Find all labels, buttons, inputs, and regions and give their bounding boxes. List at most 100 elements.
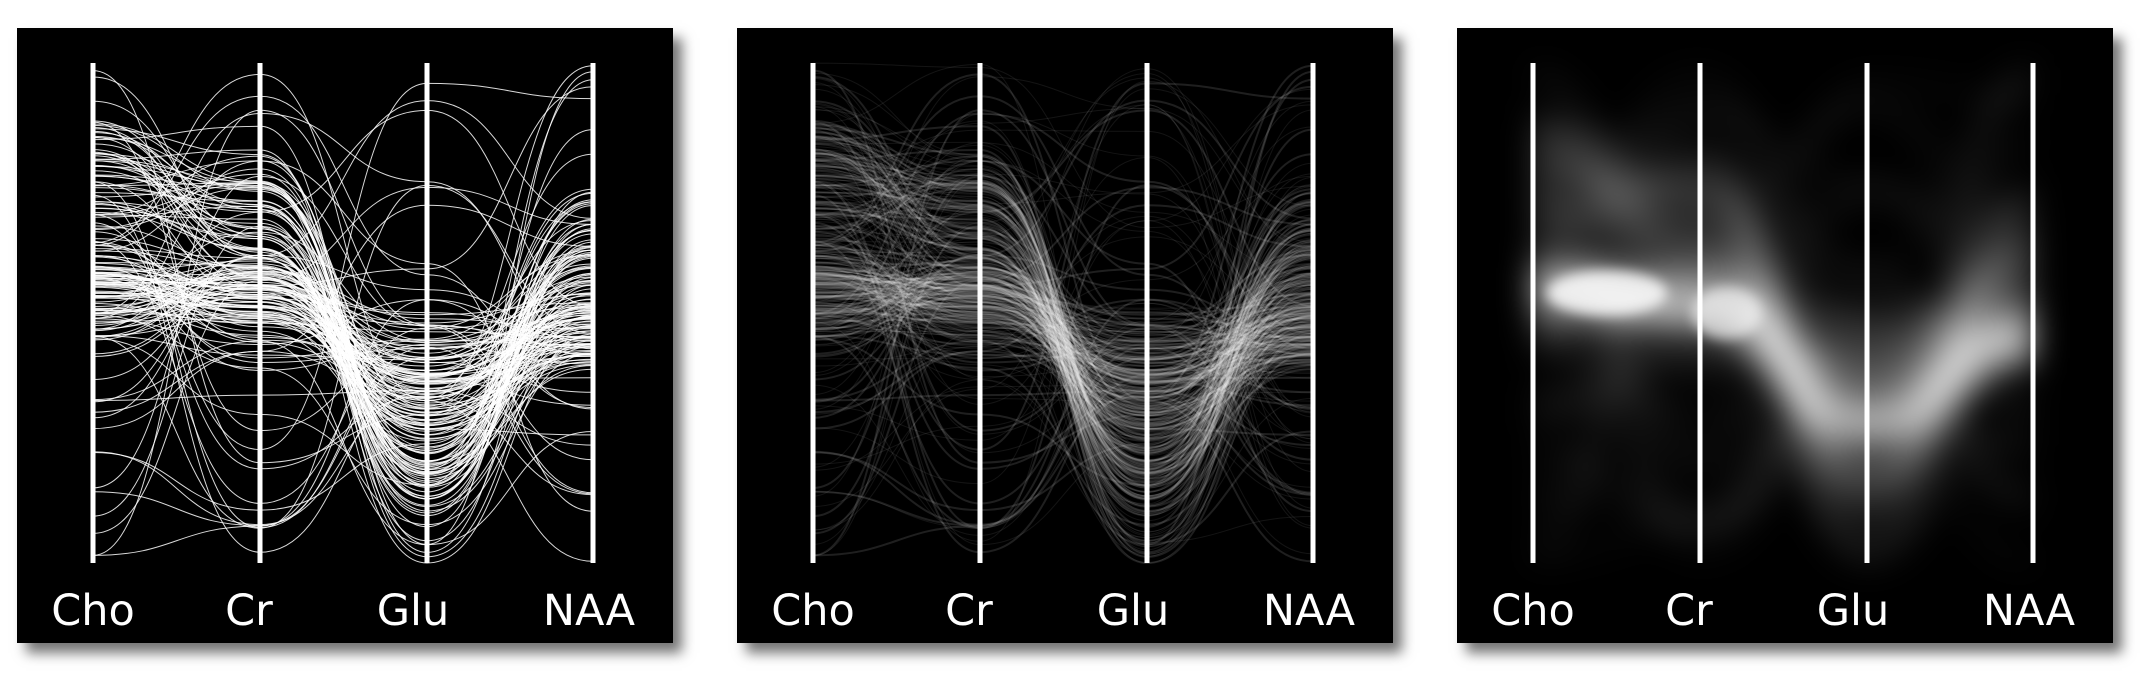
- density-curve: [812, 255, 1314, 359]
- density-curve: [812, 303, 1314, 452]
- density-curve: [812, 180, 1314, 450]
- density-curve: [812, 275, 1314, 372]
- density-curve: [812, 175, 1314, 465]
- density-curve: [812, 120, 1314, 543]
- density-curve: [812, 85, 1314, 287]
- density-curve: [812, 138, 1314, 421]
- density-curve: [812, 282, 1314, 372]
- density-curve: [812, 174, 1314, 408]
- density-curve: [812, 253, 1314, 357]
- density-curve: [812, 254, 1314, 339]
- density-curve: [812, 276, 1314, 440]
- density-curve: [812, 215, 1314, 531]
- density-curve: [812, 251, 1314, 399]
- density-curve: [812, 191, 1314, 489]
- data-polyline: [92, 143, 594, 453]
- density-curve: [812, 160, 1314, 440]
- density-curve: [812, 180, 1314, 555]
- smoothed-density-band: [1532, 68, 2034, 548]
- density-curve: [812, 389, 1314, 447]
- data-polyline: [92, 71, 594, 545]
- density-curve: [812, 273, 1314, 405]
- density-curve: [812, 150, 1314, 533]
- data-polyline: [92, 292, 594, 316]
- density-curve: [812, 155, 1314, 482]
- parallel-coordinates-density-plot: Cho Cr Glu NAA: [771, 62, 1356, 636]
- density-curve: [812, 203, 1314, 468]
- density-curve: [812, 273, 1314, 383]
- polyline-group: [92, 65, 594, 564]
- density-curve: [812, 146, 1314, 456]
- density-curve: [812, 241, 1314, 368]
- density-curve: [812, 152, 1314, 565]
- density-curve: [812, 227, 1314, 493]
- density-curve: [812, 305, 1314, 388]
- density-curve: [812, 70, 1314, 546]
- density-curve: [812, 279, 1314, 428]
- density-curve: [812, 148, 1314, 554]
- density-curve: [812, 173, 1314, 476]
- density-curve: [812, 326, 1314, 529]
- density-curve: [812, 68, 1314, 413]
- density-curve: [812, 294, 1314, 391]
- density-curve: [812, 159, 1314, 513]
- density-curve: [812, 136, 1314, 454]
- density-curve: [812, 183, 1314, 555]
- data-polyline: [92, 184, 594, 529]
- density-curve: [812, 284, 1314, 373]
- density-curve: [812, 298, 1314, 557]
- density-curve: [812, 109, 1314, 505]
- density-curve: [812, 273, 1314, 352]
- density-curve: [812, 273, 1314, 382]
- axis-label-cr: Cr: [945, 586, 993, 636]
- density-curve: [812, 167, 1314, 471]
- data-polyline: [92, 192, 594, 462]
- density-curve: [812, 196, 1314, 493]
- density-curve: [812, 129, 1314, 324]
- density-curve: [812, 311, 1314, 408]
- density-curve: [812, 159, 1314, 449]
- data-polyline: [92, 256, 594, 406]
- density-curve: [812, 277, 1314, 346]
- density-curve: [812, 149, 1314, 500]
- density-curve: [812, 100, 1314, 493]
- density-curve: [812, 281, 1314, 399]
- parallel-coordinates-smoothed-panel: Cho Cr Glu NAA: [1457, 28, 2113, 643]
- density-curve: [812, 278, 1314, 406]
- density-curve: [812, 277, 1314, 376]
- smoothed-density-band: [1532, 119, 2034, 434]
- density-curve: [812, 169, 1314, 428]
- density-curve: [812, 107, 1314, 444]
- density-curve: [812, 302, 1314, 393]
- density-curve: [812, 261, 1314, 336]
- density-curve: [812, 254, 1314, 512]
- density-curve: [812, 76, 1314, 508]
- density-peak: [1692, 287, 1762, 339]
- density-curve: [812, 286, 1314, 380]
- density-curve: [812, 295, 1314, 351]
- density-curve: [812, 148, 1314, 449]
- density-curve: [812, 164, 1314, 475]
- density-curve: [812, 274, 1314, 374]
- density-curve: [812, 182, 1314, 558]
- data-polyline: [92, 277, 594, 410]
- density-curve: [812, 290, 1314, 380]
- density-curve: [812, 164, 1314, 457]
- data-polyline: [92, 76, 594, 508]
- data-polyline: [92, 168, 594, 471]
- density-curve: [812, 104, 1314, 509]
- density-curve: [812, 123, 1314, 500]
- density-curve: [812, 182, 1314, 473]
- density-curve: [812, 130, 1314, 478]
- axis-label-cho: Cho: [51, 586, 135, 636]
- density-curve: [812, 294, 1314, 361]
- density-curve: [812, 251, 1314, 309]
- density-curve: [812, 255, 1314, 415]
- density-curve: [812, 164, 1314, 535]
- density-curve: [812, 162, 1314, 546]
- density-curve: [812, 275, 1314, 400]
- density-curve: [812, 281, 1314, 342]
- axis-label-glu: Glu: [1097, 586, 1170, 636]
- density-curve: [812, 174, 1314, 425]
- density-curve: [812, 284, 1314, 378]
